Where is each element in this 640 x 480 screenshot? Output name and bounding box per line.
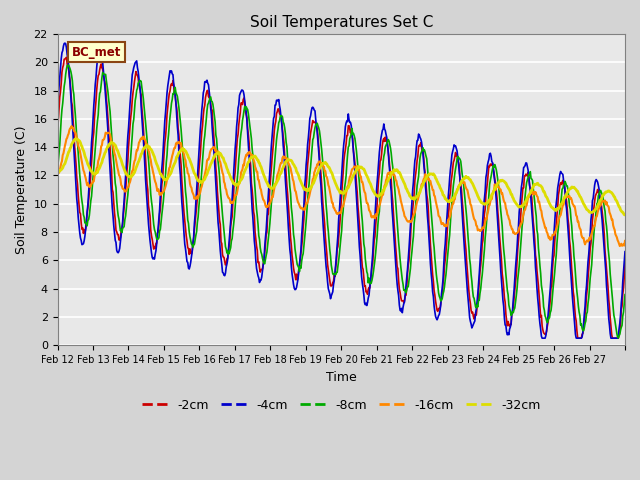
X-axis label: Time: Time [326,371,356,384]
Text: BC_met: BC_met [72,46,121,59]
Title: Soil Temperatures Set C: Soil Temperatures Set C [250,15,433,30]
Legend: -2cm, -4cm, -8cm, -16cm, -32cm: -2cm, -4cm, -8cm, -16cm, -32cm [137,394,545,417]
Y-axis label: Soil Temperature (C): Soil Temperature (C) [15,125,28,254]
